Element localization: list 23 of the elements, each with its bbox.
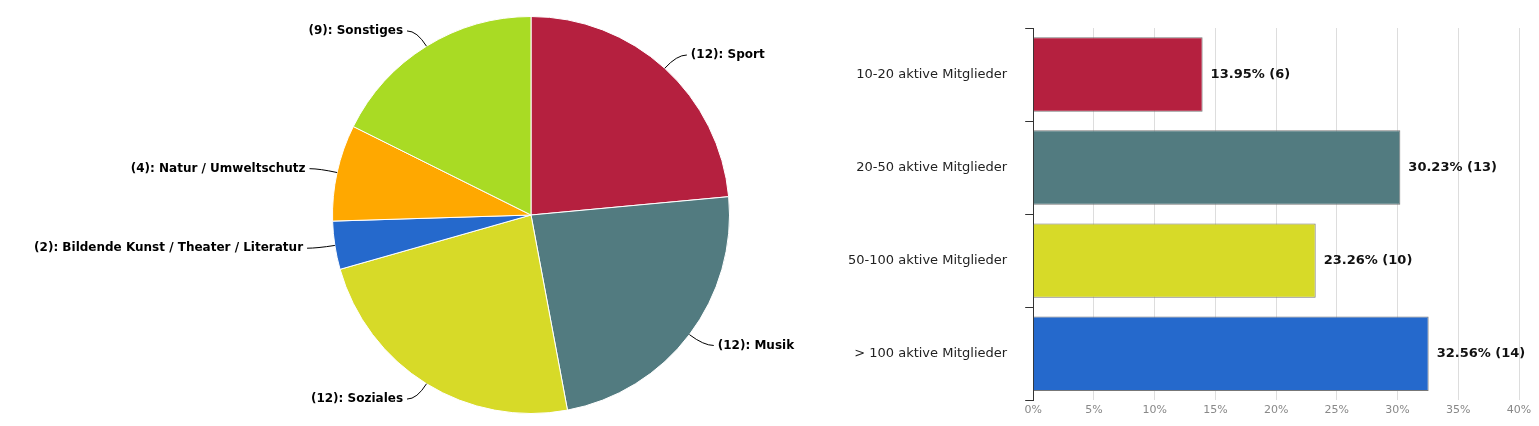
slice-label: (4): Natur / Umweltschutz	[130, 160, 306, 175]
x-tick-label: 30%	[1385, 402, 1410, 416]
slice-label: (2): Bildende Kunst / Theater / Literatur	[34, 240, 304, 255]
data-label: 13.95% (6)	[1210, 65, 1291, 81]
x-tick-label: 20%	[1263, 402, 1289, 416]
slice-label: (9): Sonstiges	[308, 23, 404, 38]
y-tick-label: > 100 aktive Mitglieder	[854, 345, 1008, 361]
y-tick-label: 50-100 aktive Mitglieder	[848, 252, 1008, 267]
x-tick-label: 15%	[1203, 402, 1228, 416]
x-tick-label: 35%	[1446, 402, 1471, 416]
x-tick-label: 10%	[1142, 402, 1167, 416]
x-tick-label: 5%	[1085, 402, 1103, 416]
y-tick-label: 10-20 aktive Mitglieder	[856, 65, 1008, 81]
x-tick-label: 40%	[1506, 402, 1532, 416]
x-tick-label: 25%	[1324, 402, 1350, 416]
data-label: 32.56% (14)	[1436, 345, 1526, 361]
slice-label: (12): Soziales	[310, 391, 404, 406]
y-tick-label: 20-50 aktive Mitglieder	[856, 158, 1008, 174]
data-label: 30.23% (13)	[1408, 158, 1497, 174]
x-tick-label: 0%	[1024, 402, 1042, 416]
data-label: 23.26% (10)	[1323, 252, 1413, 267]
slice-label: (12): Sport	[690, 47, 765, 62]
slice-label: (12): Musik	[717, 337, 796, 352]
